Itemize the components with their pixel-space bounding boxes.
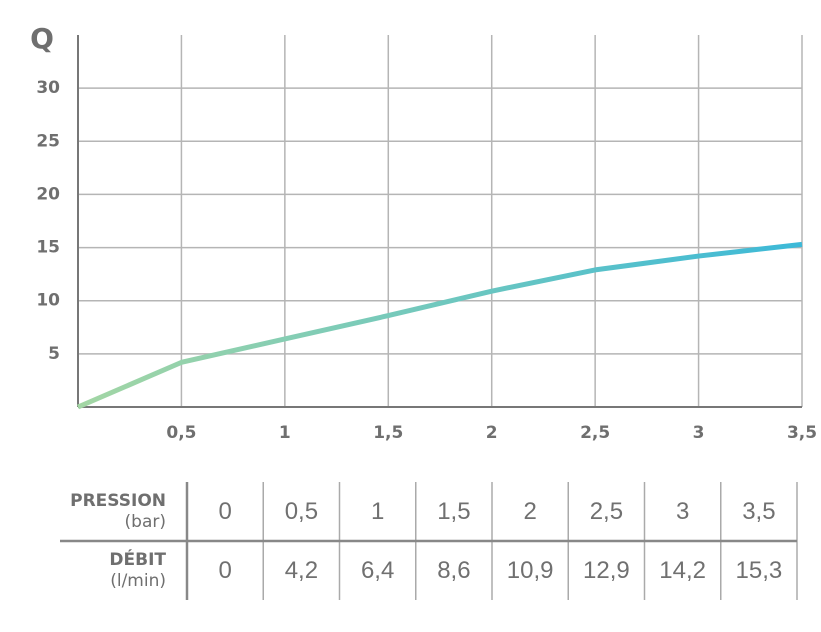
table-cell: 3,5 — [742, 498, 775, 525]
table-cell: 10,9 — [507, 557, 554, 584]
x-tick-label: 1,5 — [373, 423, 403, 443]
table-cell: 0,5 — [285, 498, 318, 525]
table-cell: 3 — [676, 498, 689, 525]
table-cell: 15,3 — [736, 557, 783, 584]
x-tick-label: 0,5 — [166, 423, 196, 443]
table-cell: 6,4 — [361, 557, 394, 584]
table-cell: 8,6 — [437, 557, 470, 584]
y-tick-label: 30 — [36, 78, 60, 98]
table: PRESSION(bar) 0 0,5 1 1,5 2 2,5 3 3,5 DÉBIT(l/min… — [60, 482, 798, 600]
table-cell: 2,5 — [590, 498, 623, 525]
data-line — [77, 241, 803, 410]
table-cell: 1 — [371, 498, 384, 525]
row-unit: (bar) — [125, 512, 166, 532]
x-tick-label: 2 — [486, 423, 498, 443]
y-tick-label: 5 — [48, 344, 60, 364]
y-tick-label: 25 — [36, 131, 60, 151]
x-tick-label: 3,5 — [787, 423, 817, 443]
y-tick-label: 15 — [36, 238, 60, 258]
row-label: DÉBIT — [109, 548, 166, 570]
table-cell: 2 — [523, 498, 536, 525]
table-cell: 1,5 — [437, 498, 470, 525]
x-tick-label: 3 — [693, 423, 705, 443]
x-tick-label: 1 — [279, 423, 291, 443]
table-cell: 12,9 — [583, 557, 630, 584]
y-tick-label: 10 — [36, 291, 60, 311]
x-tick-label: 2,5 — [580, 423, 610, 443]
plot: 5 10 15 20 25 30 0,5 1 1,5 2 2,5 3 3,5 — [36, 35, 817, 443]
row-unit: (l/min) — [110, 571, 166, 591]
y-tick-label: 20 — [36, 184, 60, 204]
row-label: PRESSION — [70, 491, 166, 511]
table-cell: 4,2 — [285, 557, 318, 584]
y-axis-label: Q — [30, 22, 54, 55]
table-cell: 0 — [218, 557, 231, 584]
table-cell: 0 — [218, 498, 231, 525]
table-cell: 14,2 — [659, 557, 706, 584]
